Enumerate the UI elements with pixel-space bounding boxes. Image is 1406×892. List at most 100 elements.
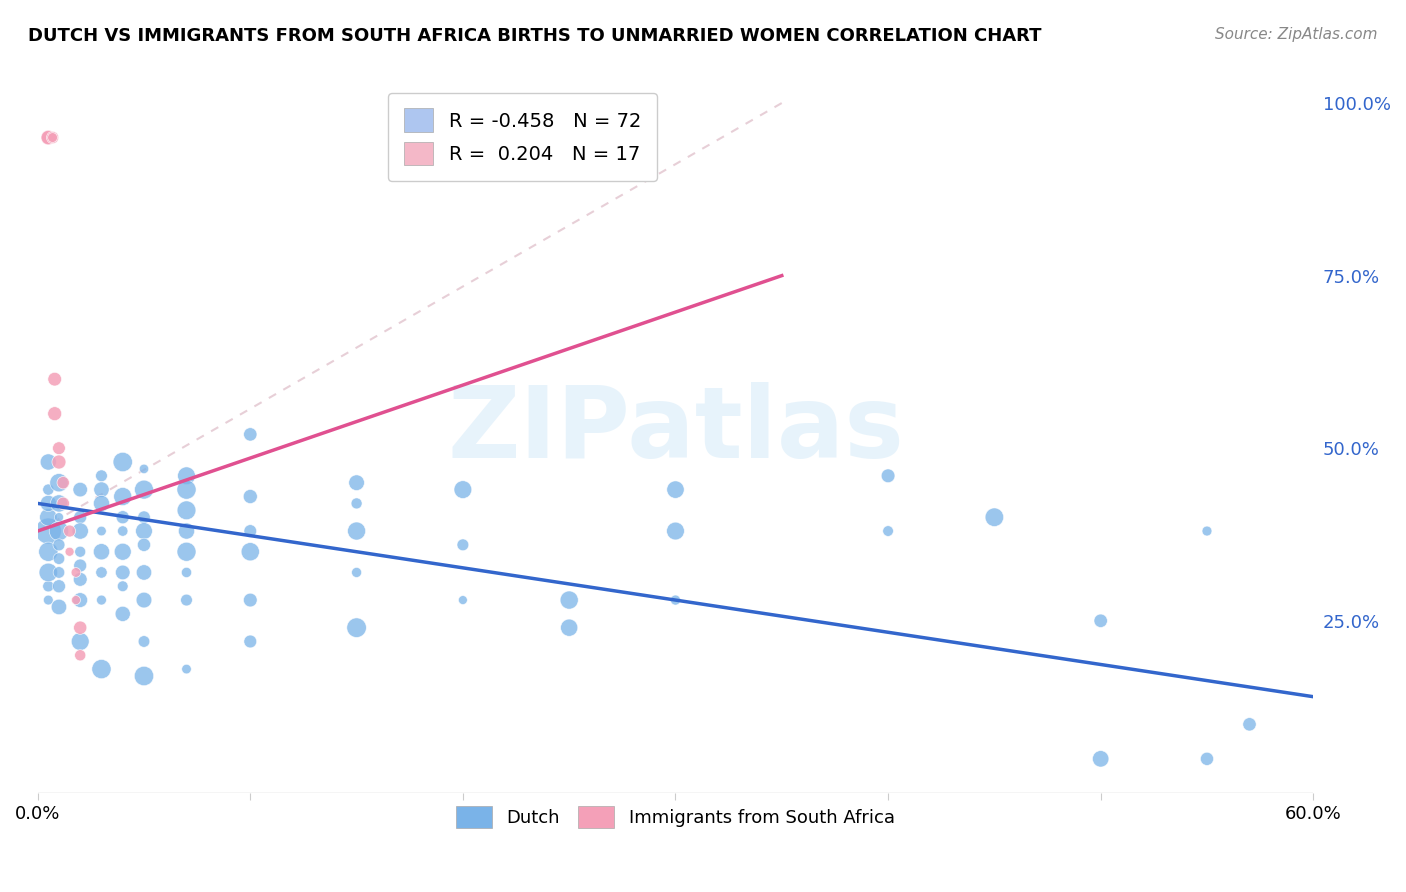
Point — [132, 510, 155, 524]
Point — [176, 545, 198, 559]
Point — [451, 538, 474, 552]
Text: Source: ZipAtlas.com: Source: ZipAtlas.com — [1215, 27, 1378, 42]
Point — [239, 427, 262, 442]
Point — [558, 621, 581, 635]
Text: DUTCH VS IMMIGRANTS FROM SOUTH AFRICA BIRTHS TO UNMARRIED WOMEN CORRELATION CHAR: DUTCH VS IMMIGRANTS FROM SOUTH AFRICA BI… — [28, 27, 1042, 45]
Point — [346, 496, 368, 510]
Point — [111, 490, 134, 504]
Point — [90, 566, 112, 580]
Point — [90, 545, 112, 559]
Point — [1090, 614, 1112, 628]
Point — [664, 524, 686, 538]
Point — [111, 455, 134, 469]
Point — [69, 558, 91, 573]
Point — [69, 648, 91, 663]
Point — [1239, 717, 1261, 731]
Point — [176, 524, 198, 538]
Point — [48, 599, 70, 614]
Point — [41, 130, 63, 145]
Point — [111, 607, 134, 621]
Point — [111, 545, 134, 559]
Point — [65, 566, 87, 580]
Point — [37, 130, 59, 145]
Point — [132, 634, 155, 648]
Point — [58, 545, 80, 559]
Point — [52, 496, 75, 510]
Point — [69, 634, 91, 648]
Point — [176, 468, 198, 483]
Point — [132, 593, 155, 607]
Point — [37, 545, 59, 559]
Point — [90, 524, 112, 538]
Point — [69, 593, 91, 607]
Point — [176, 483, 198, 497]
Point — [132, 538, 155, 552]
Point — [48, 538, 70, 552]
Point — [37, 510, 59, 524]
Point — [37, 524, 59, 538]
Legend: Dutch, Immigrants from South Africa: Dutch, Immigrants from South Africa — [449, 798, 903, 835]
Point — [37, 130, 59, 145]
Point — [37, 566, 59, 580]
Point — [90, 483, 112, 497]
Point — [664, 593, 686, 607]
Point — [37, 483, 59, 497]
Point — [132, 669, 155, 683]
Point — [239, 490, 262, 504]
Point — [69, 524, 91, 538]
Point — [558, 593, 581, 607]
Point — [132, 524, 155, 538]
Point — [48, 524, 70, 538]
Point — [111, 566, 134, 580]
Point — [90, 468, 112, 483]
Point — [90, 496, 112, 510]
Point — [1195, 752, 1218, 766]
Point — [111, 510, 134, 524]
Point — [176, 503, 198, 517]
Point — [877, 468, 900, 483]
Point — [52, 475, 75, 490]
Point — [48, 579, 70, 593]
Point — [239, 593, 262, 607]
Point — [346, 475, 368, 490]
Point — [346, 621, 368, 635]
Point — [451, 483, 474, 497]
Point — [65, 593, 87, 607]
Point — [239, 634, 262, 648]
Point — [877, 524, 900, 538]
Point — [1090, 752, 1112, 766]
Point — [48, 510, 70, 524]
Point — [37, 455, 59, 469]
Point — [37, 496, 59, 510]
Point — [176, 566, 198, 580]
Point — [239, 524, 262, 538]
Point — [111, 579, 134, 593]
Point — [41, 130, 63, 145]
Point — [37, 593, 59, 607]
Point — [239, 545, 262, 559]
Point — [346, 566, 368, 580]
Point — [48, 566, 70, 580]
Point — [90, 662, 112, 676]
Point — [132, 566, 155, 580]
Point — [48, 496, 70, 510]
Point — [44, 372, 66, 386]
Point — [69, 510, 91, 524]
Point — [111, 524, 134, 538]
Text: ZIPatlas: ZIPatlas — [447, 383, 904, 479]
Point — [48, 475, 70, 490]
Point — [664, 483, 686, 497]
Point — [37, 579, 59, 593]
Point — [983, 510, 1005, 524]
Point — [44, 407, 66, 421]
Point — [69, 545, 91, 559]
Point — [451, 593, 474, 607]
Point — [90, 593, 112, 607]
Point — [132, 462, 155, 476]
Point — [132, 483, 155, 497]
Point — [37, 130, 59, 145]
Point — [69, 621, 91, 635]
Point — [69, 572, 91, 586]
Point — [48, 551, 70, 566]
Point — [48, 455, 70, 469]
